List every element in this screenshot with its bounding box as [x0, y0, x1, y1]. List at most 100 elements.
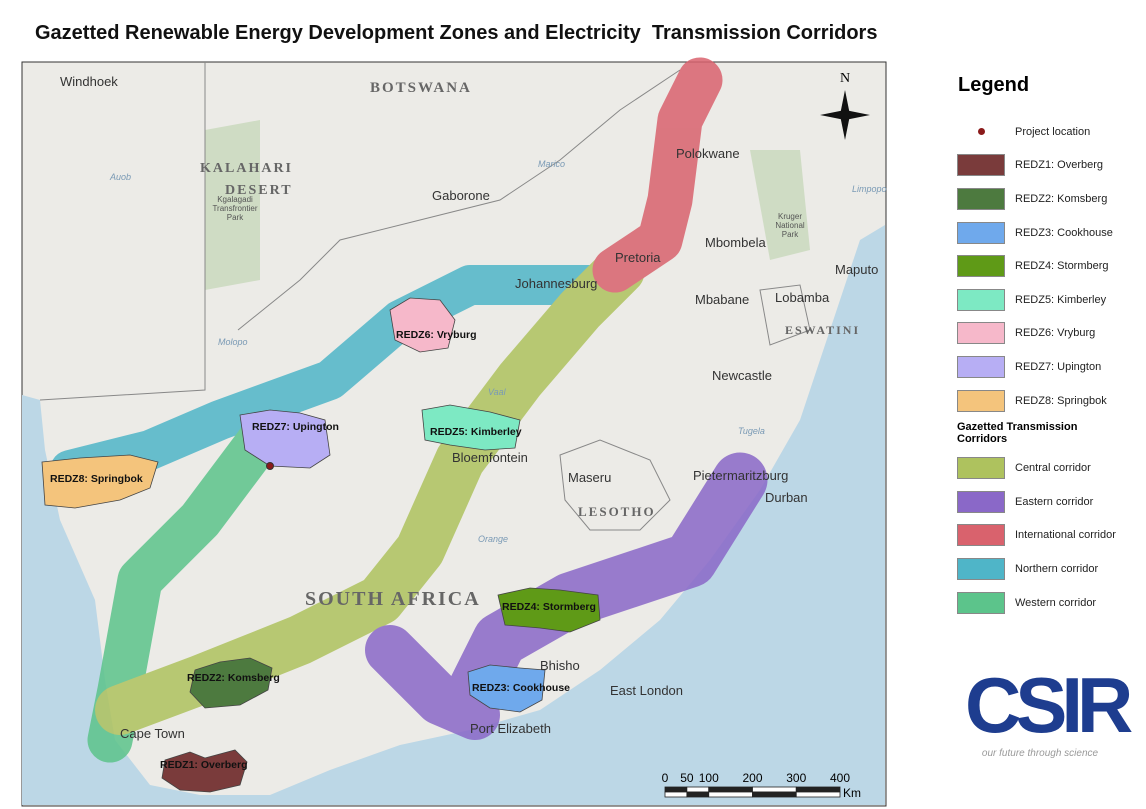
legend-swatch	[957, 524, 1005, 546]
legend-swatch	[957, 255, 1005, 277]
legend-swatch	[957, 154, 1005, 176]
zone-label: REDZ7: Upington	[252, 421, 339, 433]
zone-label: REDZ1: Overberg	[160, 759, 248, 771]
map: Windhoek BOTSWANA KALAHARI DESERT Gaboro…	[0, 0, 900, 809]
legend-swatch	[957, 390, 1005, 412]
legend-swatch	[957, 558, 1005, 580]
river-label: Marico	[538, 159, 565, 169]
logo-name: CSIR	[965, 660, 1115, 750]
scale-label: 50	[680, 771, 694, 785]
legend-swatch	[957, 491, 1005, 513]
legend-item: REDZ4: Stormberg	[950, 249, 1140, 283]
place-label: Bloemfontein	[452, 450, 528, 465]
scale-segment	[687, 787, 709, 792]
legend-item: REDZ2: Komsberg	[950, 182, 1140, 216]
zone-label: REDZ6: Vryburg	[396, 329, 477, 341]
legend-swatch	[957, 356, 1005, 378]
place-label: Bhisho	[540, 658, 580, 673]
legend-label: REDZ3: Cookhouse	[1015, 227, 1113, 239]
legend-swatch	[957, 222, 1005, 244]
scale-segment	[753, 787, 797, 792]
legend-item: REDZ8: Springbok	[950, 384, 1140, 418]
river-label: Tugela	[738, 426, 765, 436]
country-label: ESWATINI	[785, 323, 860, 337]
place-label: Port Elizabeth	[470, 721, 551, 736]
legend-heading: Gazetted Transmission Corridors	[957, 421, 1082, 445]
legend-label: REDZ6: Vryburg	[1015, 327, 1095, 339]
zone-label: REDZ3: Cookhouse	[472, 682, 570, 694]
region-label: KALAHARI	[200, 161, 293, 176]
park-label: Kruger National Park	[770, 212, 810, 239]
scale-label: 0	[662, 771, 669, 785]
legend-item: Northern corridor	[950, 552, 1140, 586]
legend-item: REDZ5: Kimberley	[950, 283, 1140, 317]
legend-item: Project location	[950, 115, 1140, 149]
legend-item: REDZ7: Upington	[950, 350, 1140, 384]
scale-segment	[665, 792, 687, 797]
place-label: Gaborone	[432, 188, 490, 203]
scale-segment	[796, 787, 840, 792]
place-label: Polokwane	[676, 146, 740, 161]
legend-marker	[978, 128, 985, 135]
legend-item: REDZ3: Cookhouse	[950, 216, 1140, 250]
legend-label: Western corridor	[1015, 597, 1096, 609]
legend-label: REDZ2: Komsberg	[1015, 193, 1107, 205]
scale-label: 100	[699, 771, 719, 785]
place-label: Durban	[765, 490, 808, 505]
north-label: N	[840, 71, 850, 86]
legend-swatch	[957, 322, 1005, 344]
scale-segment	[665, 787, 687, 792]
logo: CSIR our future through science	[965, 660, 1115, 759]
place-label: Pretoria	[615, 250, 661, 265]
legend-label: REDZ1: Overberg	[1015, 159, 1103, 171]
legend-label: REDZ8: Springbok	[1015, 395, 1107, 407]
zone-label: REDZ5: Kimberley	[430, 426, 522, 438]
place-label: East London	[610, 683, 683, 698]
scale-segment	[796, 792, 840, 797]
legend-label: REDZ7: Upington	[1015, 361, 1101, 373]
scale-label: 300	[786, 771, 806, 785]
park-label: Kgalagadi Transfrontier Park	[205, 195, 265, 222]
project-location	[267, 463, 274, 470]
country-label: SOUTH AFRICA	[305, 588, 481, 610]
river-label: Vaal	[488, 387, 507, 397]
place-label: Cape Town	[120, 726, 185, 741]
place-label: Lobamba	[775, 290, 830, 305]
legend-swatch	[957, 592, 1005, 614]
legend-item: REDZ6: Vryburg	[950, 317, 1140, 351]
zone-label: REDZ8: Springbok	[50, 473, 143, 485]
river-label: Molopo	[218, 337, 248, 347]
scale-segment	[687, 792, 709, 797]
place-label: Johannesburg	[515, 276, 597, 291]
legend: Legend Project location REDZ1: Overberg RED…	[950, 70, 1140, 619]
zone-label: REDZ4: Stormberg	[502, 601, 596, 613]
place-label: Maputo	[835, 262, 878, 277]
legend-swatch	[957, 457, 1005, 479]
place-label: Newcastle	[712, 368, 772, 383]
legend-item: Eastern corridor	[950, 485, 1140, 519]
place-label: Mbabane	[695, 292, 749, 307]
legend-swatch	[957, 188, 1005, 210]
country-label: BOTSWANA	[370, 80, 472, 96]
zone-label: REDZ2: Komsberg	[187, 672, 280, 684]
scale-segment	[709, 787, 753, 792]
legend-title: Legend	[958, 74, 1140, 97]
scale-segment	[753, 792, 797, 797]
scale-segment	[709, 792, 753, 797]
legend-swatch	[957, 289, 1005, 311]
scale-unit: Km	[843, 786, 861, 800]
legend-item: Western corridor	[950, 586, 1140, 620]
place-label: Maseru	[568, 470, 611, 485]
legend-label: Central corridor	[1015, 462, 1091, 474]
legend-label: Eastern corridor	[1015, 496, 1093, 508]
place-label: Windhoek	[60, 74, 118, 89]
legend-item: International corridor	[950, 519, 1140, 553]
scale-label: 400	[830, 771, 850, 785]
logo-tagline: our future through science	[965, 748, 1115, 759]
river-label: Auob	[109, 172, 131, 182]
place-label: Pietermaritzburg	[693, 468, 788, 483]
legend-label: Project location	[1015, 126, 1090, 138]
legend-item: Central corridor	[950, 451, 1140, 485]
page: Gazetted Renewable Energy Development Zo…	[0, 0, 1146, 809]
river-label: Limpopo	[852, 184, 887, 194]
